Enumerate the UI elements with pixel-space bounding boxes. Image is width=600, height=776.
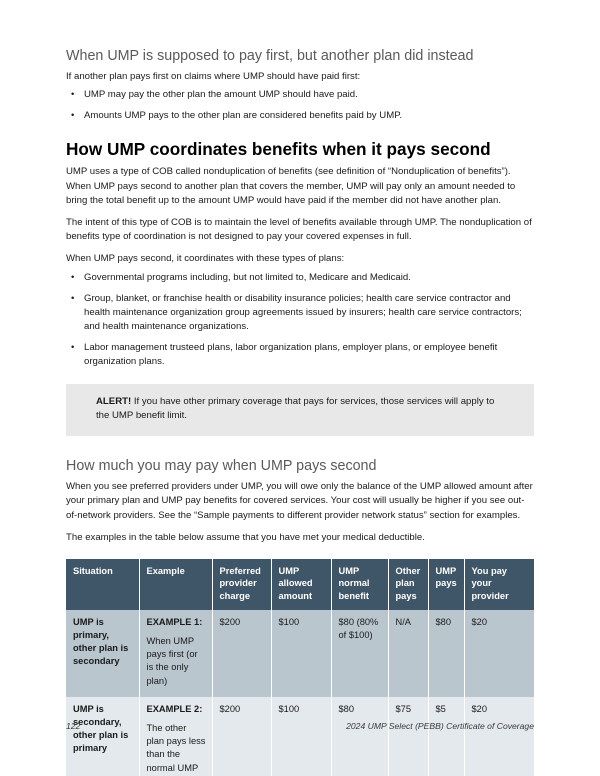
cell-ump-normal-benefit: $80 (80% of $100) <box>331 609 389 697</box>
example-description: When UMP pays first (or is the only plan… <box>146 636 198 686</box>
list-item: • Group, blanket, or franchise health or… <box>66 292 534 335</box>
cell-you-pay-your-provider: $20 <box>464 609 534 697</box>
cell-other-plan-pays: N/A <box>388 609 429 697</box>
bullet-dot-icon: • <box>71 110 75 122</box>
cell-other-plan-pays: $75 <box>388 696 429 776</box>
alert-callout: ALERT! If you have other primary coverag… <box>66 383 534 437</box>
cell-situation: UMP is secondary, other plan is primary <box>66 696 140 776</box>
bullet-dot-icon: • <box>71 342 75 354</box>
cell-you-pay-your-provider: $20 <box>464 696 534 776</box>
cell-example: EXAMPLE 2: The other plan pays less than… <box>139 696 213 776</box>
alert-body: If you have other primary coverage that … <box>96 395 495 422</box>
paragraph-pay-first-intro: If another plan pays first on claims whe… <box>66 70 361 82</box>
column-header-preferred-provider-charge: Preferred provider charge <box>212 559 272 610</box>
cell-ump-pays: $5 <box>428 696 465 776</box>
list-item: • Governmental programs including, but n… <box>66 271 534 285</box>
cell-preferred-provider-charge: $200 <box>212 609 272 697</box>
footer-document-title: 2024 UMP Select (PEBB) Certificate of Co… <box>346 721 534 731</box>
column-header-example: Example <box>139 559 213 610</box>
examples-table-wrapper: Situation Example Preferred provider cha… <box>66 559 534 776</box>
alert-text: ALERT! If you have other primary coverag… <box>96 395 508 424</box>
cell-situation: UMP is primary, other plan is secondary <box>66 609 140 697</box>
footer-page-number: 122 <box>66 721 81 731</box>
paragraph-preferred-providers: When you see preferred providers under U… <box>66 481 533 521</box>
column-header-you-pay-your-provider: You pay your provider <box>464 559 534 610</box>
list-item: • Amounts UMP pays to the other plan are… <box>66 109 534 123</box>
list-item: • Labor management trusteed plans, labor… <box>66 341 534 369</box>
section-heading-pay-first: When UMP is supposed to pay first, but a… <box>66 48 474 64</box>
bullet-dot-icon: • <box>71 292 75 304</box>
bullet-dot-icon: • <box>71 89 75 101</box>
list-item-text: UMP may pay the other plan the amount UM… <box>84 89 358 101</box>
column-header-ump-normal-benefit: UMP normal benefit <box>331 559 389 610</box>
list-item-text: Amounts UMP pays to the other plan are c… <box>84 110 403 122</box>
cell-ump-allowed-amount: $100 <box>271 609 332 697</box>
cell-ump-allowed-amount: $100 <box>271 696 332 776</box>
list-item-text: Governmental programs including, but not… <box>84 271 411 283</box>
bullet-list-plan-types: • Governmental programs including, but n… <box>66 271 534 370</box>
table-header-row: Situation Example Preferred provider cha… <box>66 559 534 610</box>
cell-preferred-provider-charge: $200 <box>212 696 272 776</box>
paragraph-cob-definition: UMP uses a type of COB called nonduplica… <box>66 166 516 206</box>
paragraph-cob-intent: The intent of this type of COB is to mai… <box>66 216 532 243</box>
section-heading-how-much: How much you may pay when UMP pays secon… <box>66 458 377 475</box>
column-header-ump-pays: UMP pays <box>428 559 465 610</box>
page-title: How UMP coordinates benefits when it pay… <box>66 139 491 160</box>
list-item-text: Group, blanket, or franchise health or d… <box>84 292 522 333</box>
example-label: EXAMPLE 1: <box>146 616 203 627</box>
list-item: • UMP may pay the other plan the amount … <box>66 88 534 102</box>
examples-table: Situation Example Preferred provider cha… <box>66 559 534 776</box>
bullet-dot-icon: • <box>71 271 75 283</box>
column-header-other-plan-pays: Other plan pays <box>388 559 429 610</box>
cell-example: EXAMPLE 1: When UMP pays first (or is th… <box>139 609 213 697</box>
column-header-ump-allowed-amount: UMP allowed amount <box>271 559 332 610</box>
list-item-text: Labor management trusteed plans, labor o… <box>84 342 498 368</box>
page-content: When UMP is supposed to pay first, but a… <box>66 48 534 776</box>
cell-ump-normal-benefit: $80 <box>331 696 389 776</box>
alert-label: ALERT! <box>96 395 132 407</box>
example-label: EXAMPLE 2: <box>146 703 203 714</box>
cell-ump-pays: $80 <box>428 609 465 697</box>
column-header-situation: Situation <box>66 559 140 610</box>
bullet-list-pay-first: • UMP may pay the other plan the amount … <box>66 88 534 123</box>
table-row: UMP is primary, other plan is secondary … <box>66 609 534 697</box>
paragraph-plan-types-intro: When UMP pays second, it coordinates wit… <box>66 253 345 265</box>
paragraph-deductible-note: The examples in the table below assume t… <box>66 531 425 543</box>
table-row: UMP is secondary, other plan is primary … <box>66 696 534 776</box>
page-footer: 122 2024 UMP Select (PEBB) Certificate o… <box>66 721 534 731</box>
